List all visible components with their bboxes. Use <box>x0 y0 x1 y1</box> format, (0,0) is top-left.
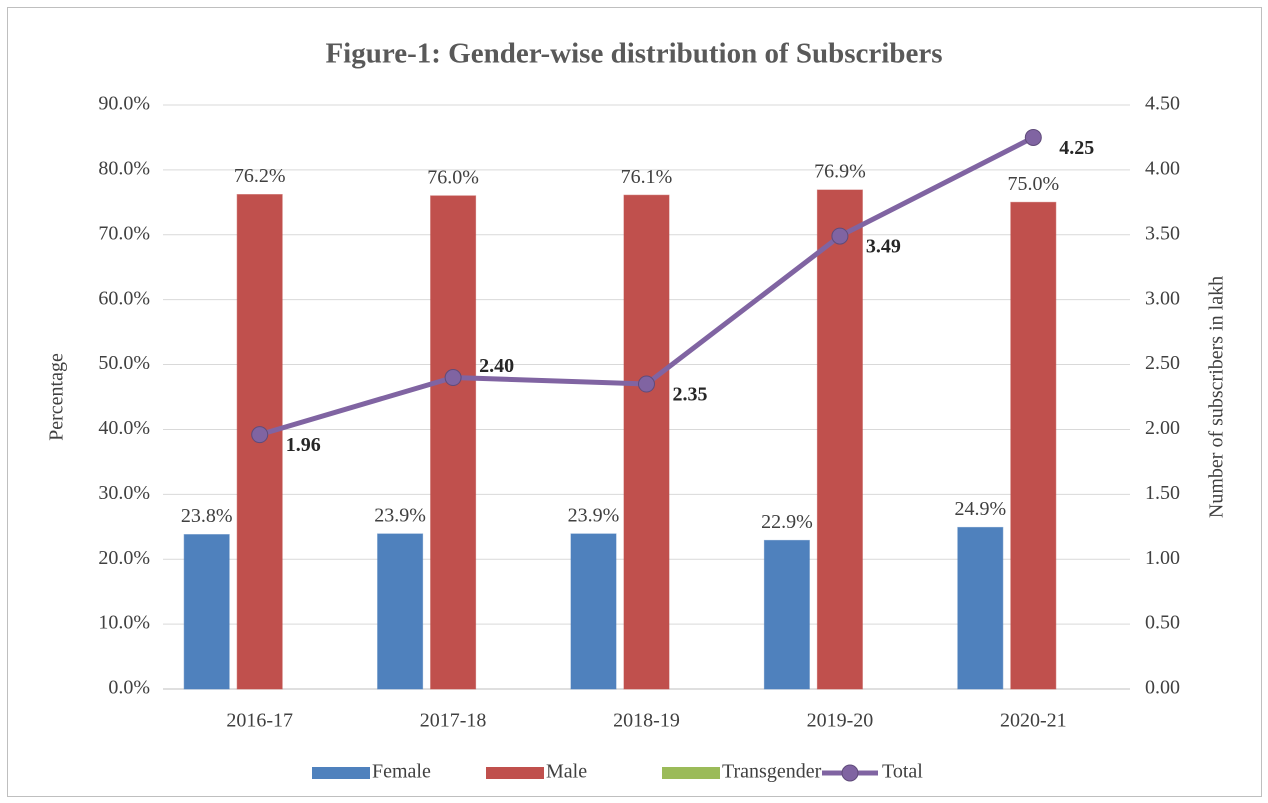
data-label: 76.1% <box>621 166 673 188</box>
y2-tick-label: 2.00 <box>1145 417 1180 439</box>
bar <box>183 534 230 690</box>
legend-swatch <box>486 767 544 779</box>
data-label: 3.49 <box>866 236 901 258</box>
line-marker <box>444 369 462 387</box>
bar <box>570 533 617 690</box>
y-tick-label: 40.0% <box>98 417 150 439</box>
legend-marker <box>841 764 859 782</box>
x-tick-label: 2018-19 <box>613 710 680 732</box>
data-label: 76.0% <box>427 166 479 188</box>
data-label: 76.9% <box>814 161 866 183</box>
line-marker <box>638 375 655 393</box>
y-tick-label: 10.0% <box>98 612 150 634</box>
bar <box>623 194 670 690</box>
y-tick-label: 60.0% <box>98 287 150 309</box>
bar <box>763 539 810 690</box>
y-axis-title: Percentage <box>46 353 68 441</box>
y2-tick-label: 3.00 <box>1145 287 1180 309</box>
data-label: 76.2% <box>234 165 286 187</box>
x-tick-label: 2016-17 <box>226 710 293 732</box>
y-tick-label: 20.0% <box>98 547 150 569</box>
y2-axis-title: Number of subscribers in lakh <box>1206 276 1228 518</box>
y-tick-label: 80.0% <box>98 157 150 179</box>
line-marker <box>1024 128 1042 146</box>
y-tick-label: 30.0% <box>98 482 150 504</box>
bar <box>957 526 1004 690</box>
data-label: 22.9% <box>761 511 813 533</box>
legend-label: Male <box>546 761 587 783</box>
chart-title: Figure-1: Gender-wise distribution of Su… <box>325 38 942 70</box>
data-label: 23.9% <box>568 505 620 527</box>
data-label: 23.8% <box>181 505 233 527</box>
bar <box>377 533 424 690</box>
y2-tick-label: 1.50 <box>1145 482 1180 504</box>
y2-tick-label: 1.00 <box>1145 547 1180 569</box>
y2-tick-label: 2.50 <box>1145 352 1180 374</box>
y2-tick-label: 4.00 <box>1145 157 1180 179</box>
x-tick-label: 2019-20 <box>807 710 874 732</box>
data-label: 2.35 <box>673 384 708 406</box>
y2-tick-label: 0.50 <box>1145 612 1180 634</box>
y2-tick-label: 3.50 <box>1145 222 1180 244</box>
data-label: 2.40 <box>479 355 514 377</box>
legend-label: Transgender <box>722 761 822 783</box>
y2-tick-label: 0.00 <box>1145 677 1180 699</box>
data-label: 75.0% <box>1007 173 1059 195</box>
line-marker <box>831 227 849 245</box>
bar <box>1010 201 1057 690</box>
x-tick-label: 2017-18 <box>420 710 487 732</box>
y-tick-label: 0.0% <box>108 677 150 699</box>
data-label: 4.25 <box>1059 137 1094 159</box>
x-tick-label: 2020-21 <box>1000 710 1067 732</box>
line-marker <box>251 426 269 444</box>
legend-label: Total <box>882 761 923 783</box>
y-tick-label: 70.0% <box>98 222 150 244</box>
y2-tick-label: 4.50 <box>1145 93 1180 115</box>
data-label: 23.9% <box>374 505 426 527</box>
legend-label: Female <box>372 761 431 783</box>
bar <box>816 189 863 690</box>
bar <box>430 195 477 690</box>
y-tick-label: 90.0% <box>98 93 150 115</box>
legend-swatch <box>312 767 370 779</box>
y-tick-label: 50.0% <box>98 352 150 374</box>
data-label: 1.96 <box>286 434 321 456</box>
data-label: 24.9% <box>954 498 1006 520</box>
legend-swatch <box>662 767 720 779</box>
